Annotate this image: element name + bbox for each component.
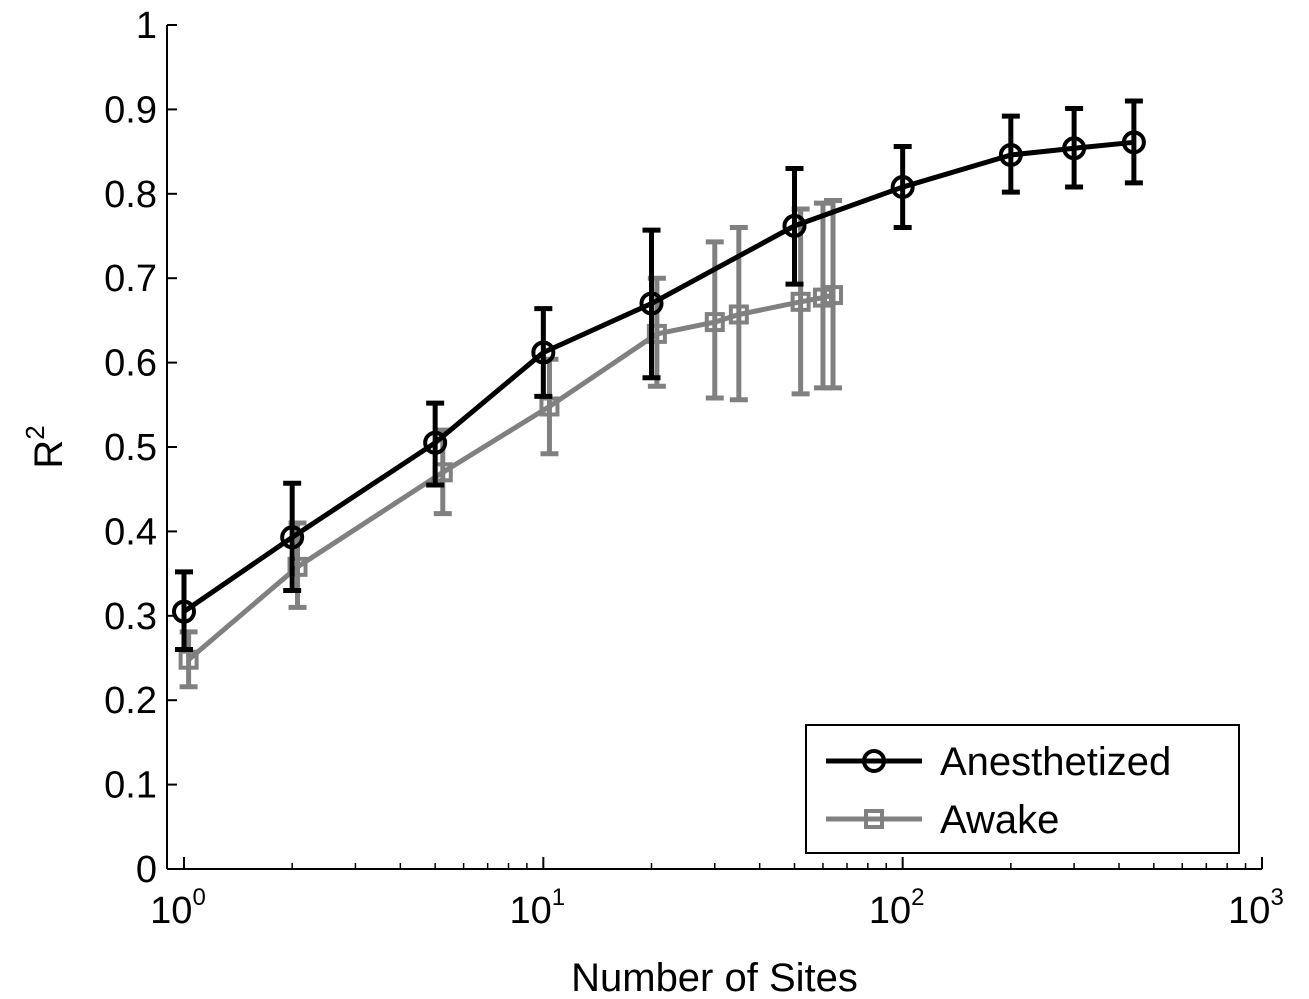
- legend-box: [805, 724, 1240, 854]
- data-point: [790, 291, 811, 312]
- y-tick-label: 0.5: [104, 427, 157, 469]
- series-layer: [172, 98, 1146, 690]
- y-axis-label-sup: 2: [20, 425, 50, 439]
- legend: Anesthetized Awake: [805, 724, 1240, 854]
- data-point: [890, 175, 915, 200]
- data-point: [423, 430, 448, 455]
- x-tick-label-base: 10: [869, 890, 911, 932]
- data-point: [782, 213, 807, 238]
- y-tick-label: 0.7: [104, 258, 157, 300]
- x-tick-label: 102: [869, 884, 925, 932]
- data-point: [1121, 130, 1146, 155]
- series-anesthetized: [172, 98, 1146, 653]
- x-ticks: 100 101 102 103: [150, 857, 1284, 932]
- y-tick-label: 0.3: [104, 596, 157, 638]
- x-tick-label-exp: 3: [1270, 884, 1283, 911]
- x-tick-label-base: 10: [510, 890, 552, 932]
- x-tick-label: 103: [1228, 884, 1284, 932]
- y-tick-label: 0.6: [104, 343, 157, 385]
- legend-label: Awake: [940, 798, 1059, 842]
- x-tick-label: 100: [150, 884, 206, 932]
- series-line: [182, 139, 1135, 614]
- y-tick-label: 0.9: [104, 89, 157, 131]
- x-tick-label: 101: [510, 884, 566, 932]
- x-tick-label-exp: 1: [552, 884, 565, 911]
- y-tick-label: 0.4: [104, 511, 157, 553]
- data-point: [1062, 136, 1087, 161]
- series-awake: [178, 198, 844, 690]
- data-point: [728, 304, 749, 325]
- y-tick-label: 0.2: [104, 680, 157, 722]
- y-axis-label-base: R: [27, 440, 71, 469]
- data-point: [823, 285, 844, 306]
- y-tick-label: 0: [136, 849, 157, 891]
- data-point: [280, 525, 305, 550]
- x-axis-label: Number of Sites: [571, 956, 858, 999]
- x-tick-label-exp: 0: [192, 884, 205, 911]
- legend-label: Anesthetized: [940, 740, 1171, 784]
- legend-marker: [864, 809, 884, 829]
- data-point: [704, 312, 725, 333]
- x-tick-label-exp: 2: [911, 884, 924, 911]
- data-point: [998, 142, 1023, 167]
- y-ticks: 0 0.1 0.2 0.3 0.4 0.5 0.6 0.7 0.8 0.9 1: [104, 5, 177, 891]
- y-tick-label: 0.8: [104, 174, 157, 216]
- series-line: [186, 292, 834, 662]
- x-tick-label-base: 10: [1228, 890, 1270, 932]
- y-tick-label: 1: [136, 5, 157, 47]
- y-tick-label: 0.1: [104, 765, 157, 807]
- data-point: [531, 340, 556, 365]
- data-point: [639, 291, 664, 316]
- data-point: [646, 323, 667, 344]
- data-point: [287, 556, 308, 577]
- y-axis-label: R2: [20, 425, 71, 468]
- legend-marker: [862, 749, 886, 773]
- x-tick-label-base: 10: [150, 890, 192, 932]
- data-point: [172, 599, 196, 624]
- data-point: [812, 287, 833, 308]
